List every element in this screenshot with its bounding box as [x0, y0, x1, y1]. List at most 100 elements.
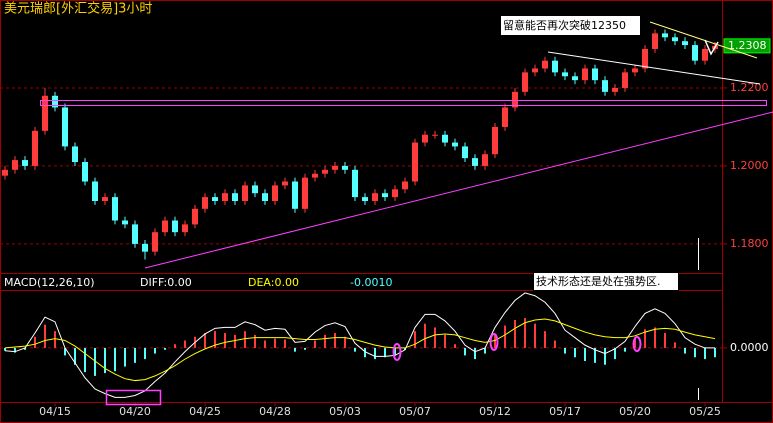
- candle-body: [92, 181, 98, 202]
- candle-body: [312, 173, 318, 178]
- candle-body: [482, 154, 488, 166]
- candle-body: [402, 181, 408, 190]
- candle-body: [502, 107, 508, 127]
- candle-body: [322, 169, 328, 174]
- x-tick-label: 05/20: [619, 405, 651, 418]
- candle-body: [52, 95, 58, 108]
- candle-body: [662, 33, 668, 38]
- candle-body: [572, 76, 578, 81]
- candle-body: [172, 220, 178, 233]
- candle-body: [702, 48, 708, 61]
- support-band: [40, 100, 767, 106]
- channel-line: [649, 21, 758, 59]
- chart-title: 美元瑞郎[外汇交易]3小时: [4, 1, 152, 17]
- candle-body: [2, 169, 8, 176]
- highlight-ellipse: [489, 333, 499, 351]
- indicator-title: MACD(12,26,10): [4, 276, 95, 289]
- indicator-readout: DIFF:0.00: [140, 276, 192, 289]
- candle-body: [442, 134, 448, 143]
- candle-body: [272, 185, 278, 202]
- candle-body: [32, 130, 38, 166]
- candle-body: [642, 48, 648, 69]
- y-tick-label: 1.2200: [730, 81, 769, 94]
- x-tick-label: 05/03: [329, 405, 361, 418]
- x-tick-label: 04/28: [259, 405, 291, 418]
- plot: 1.1800 1.2000 1.2200 1.2308 0.0000 DIFF:0.00 D…: [0, 29, 771, 418]
- candle-body: [212, 197, 218, 202]
- candle-body: [72, 146, 78, 163]
- candle-body: [592, 68, 598, 81]
- candle-body: [362, 197, 368, 202]
- candle-body: [342, 165, 348, 170]
- candle-body: [552, 60, 558, 73]
- candle-body: [542, 60, 548, 69]
- candle-body: [182, 224, 188, 233]
- x-tick-label: 04/20: [119, 405, 151, 418]
- candle-body: [332, 165, 338, 170]
- candle-body: [632, 68, 638, 73]
- candle-body: [452, 142, 458, 147]
- candle-body: [102, 197, 108, 202]
- last-price-label: 1.2308: [728, 39, 767, 52]
- candle-body: [382, 193, 388, 198]
- candle-body: [112, 197, 118, 221]
- candle-body: [252, 185, 258, 194]
- candle-body: [412, 142, 418, 182]
- x-tick-label: 04/25: [189, 405, 221, 418]
- candle-body: [692, 45, 698, 61]
- candle-body: [222, 193, 228, 202]
- candle-body: [652, 33, 658, 49]
- candle-body: [142, 243, 148, 252]
- indicator-readout: DEA:0.00: [248, 276, 299, 289]
- candle-body: [202, 197, 208, 209]
- highlight-ellipse: [632, 336, 642, 352]
- x-tick-label: 05/12: [479, 405, 511, 418]
- candle-body: [192, 208, 198, 225]
- candle-body: [532, 68, 538, 73]
- candle-body: [232, 193, 238, 202]
- y-tick-label: 1.2000: [730, 159, 769, 172]
- candle-body: [492, 126, 498, 155]
- candle-body: [282, 181, 288, 186]
- indicator-line: [4, 292, 715, 398]
- indicator-readout: -0.0010: [350, 276, 392, 289]
- y-tick-label: 1.1800: [730, 237, 769, 250]
- candle-body: [42, 95, 48, 131]
- candle-body: [22, 160, 28, 166]
- x-tick-label: 05/07: [399, 405, 431, 418]
- candle-body: [392, 189, 398, 198]
- candle-body: [582, 68, 588, 81]
- annotation: 留意能否再次突破12350: [503, 18, 626, 32]
- y-tick-label: 0.0000: [730, 341, 769, 354]
- candle-body: [62, 107, 68, 147]
- candle-body: [12, 160, 18, 170]
- x-tick-label: 05/17: [549, 405, 581, 418]
- candle-body: [562, 72, 568, 77]
- x-tick-label: 05/25: [689, 405, 721, 418]
- indicator-line: [4, 318, 716, 382]
- candle-body: [82, 162, 88, 182]
- candle-body: [522, 72, 528, 92]
- v-mark: [704, 39, 719, 56]
- candle-body: [602, 80, 608, 92]
- highlight-ellipse: [392, 343, 402, 361]
- highlight-box: [105, 389, 162, 406]
- candle-body: [162, 220, 168, 233]
- candle-body: [122, 220, 128, 225]
- candle-body: [152, 232, 158, 252]
- candle-body: [682, 41, 688, 46]
- candle-body: [242, 185, 248, 202]
- candle-body: [462, 146, 468, 159]
- candle-body: [622, 72, 628, 88]
- candle-body: [132, 224, 138, 244]
- annotation: 技术形态还是处在强势区.: [536, 275, 661, 288]
- drawings: [40, 21, 773, 406]
- candle-body: [672, 37, 678, 42]
- candle-body: [432, 134, 438, 136]
- candle-body: [302, 177, 308, 209]
- candle-body: [422, 134, 428, 143]
- x-tick-label: 04/15: [39, 405, 71, 418]
